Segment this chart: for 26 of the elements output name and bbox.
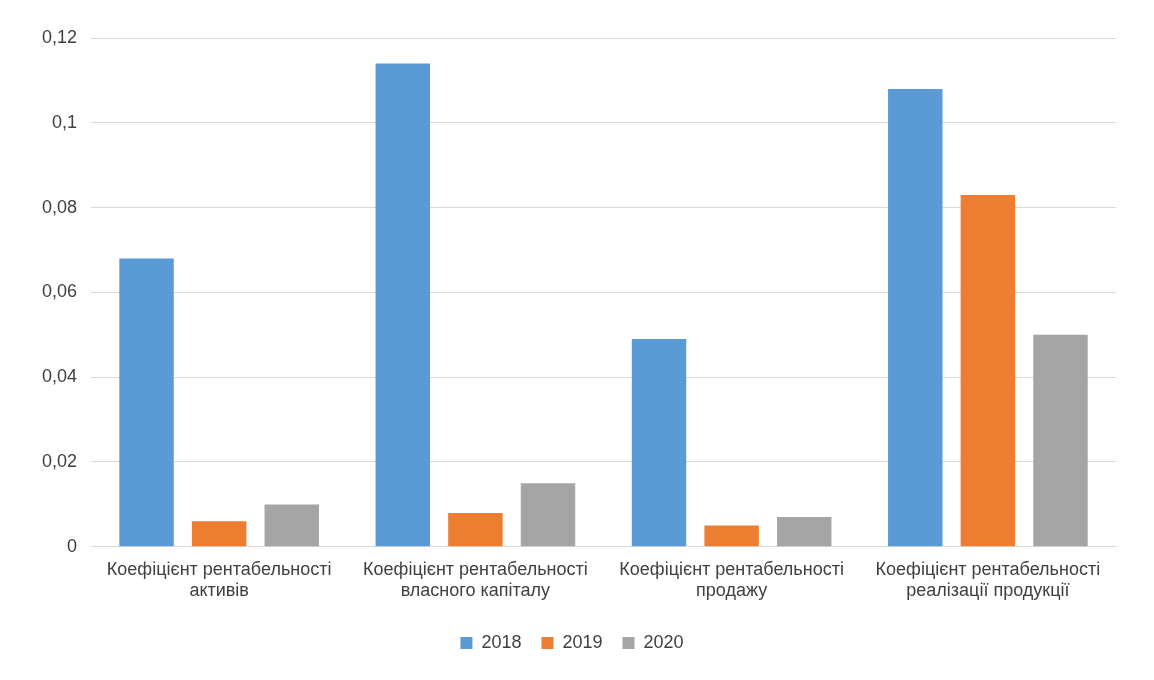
- bar: [704, 525, 759, 547]
- x-tick-label: Коефіцієнт рентабельності власного капіталу: [363, 558, 588, 601]
- x-tick-label: Коефіцієнт рентабельності активів: [106, 558, 332, 601]
- x-tick-label: Коефіцієнт рентабельності реалізації продукції: [875, 558, 1101, 601]
- bar: [631, 339, 687, 547]
- bar: [520, 483, 576, 547]
- x-tick-label: Коефіцієнт рентабельності продажу: [619, 558, 844, 601]
- bar: [888, 88, 943, 547]
- bar: [1033, 334, 1088, 547]
- y-tick-label: 0,08: [41, 196, 78, 217]
- bar: [960, 194, 1016, 547]
- legend-label: 2018: [481, 631, 522, 652]
- legend-label: 2020: [643, 631, 684, 652]
- bar: [448, 512, 503, 547]
- bar: [119, 258, 174, 547]
- bar: [375, 63, 431, 547]
- bar: [264, 504, 319, 547]
- y-tick-label: 0,02: [41, 450, 78, 471]
- y-tick-label: 0,04: [41, 366, 78, 387]
- y-tick-label: 0,1: [52, 111, 78, 132]
- bar: [191, 521, 247, 547]
- y-tick-label: 0: [67, 535, 78, 556]
- legend-label: 2019: [562, 631, 603, 652]
- y-tick-label: 0,12: [41, 26, 78, 47]
- bar: [777, 517, 832, 547]
- y-tick-label: 0,06: [41, 281, 78, 302]
